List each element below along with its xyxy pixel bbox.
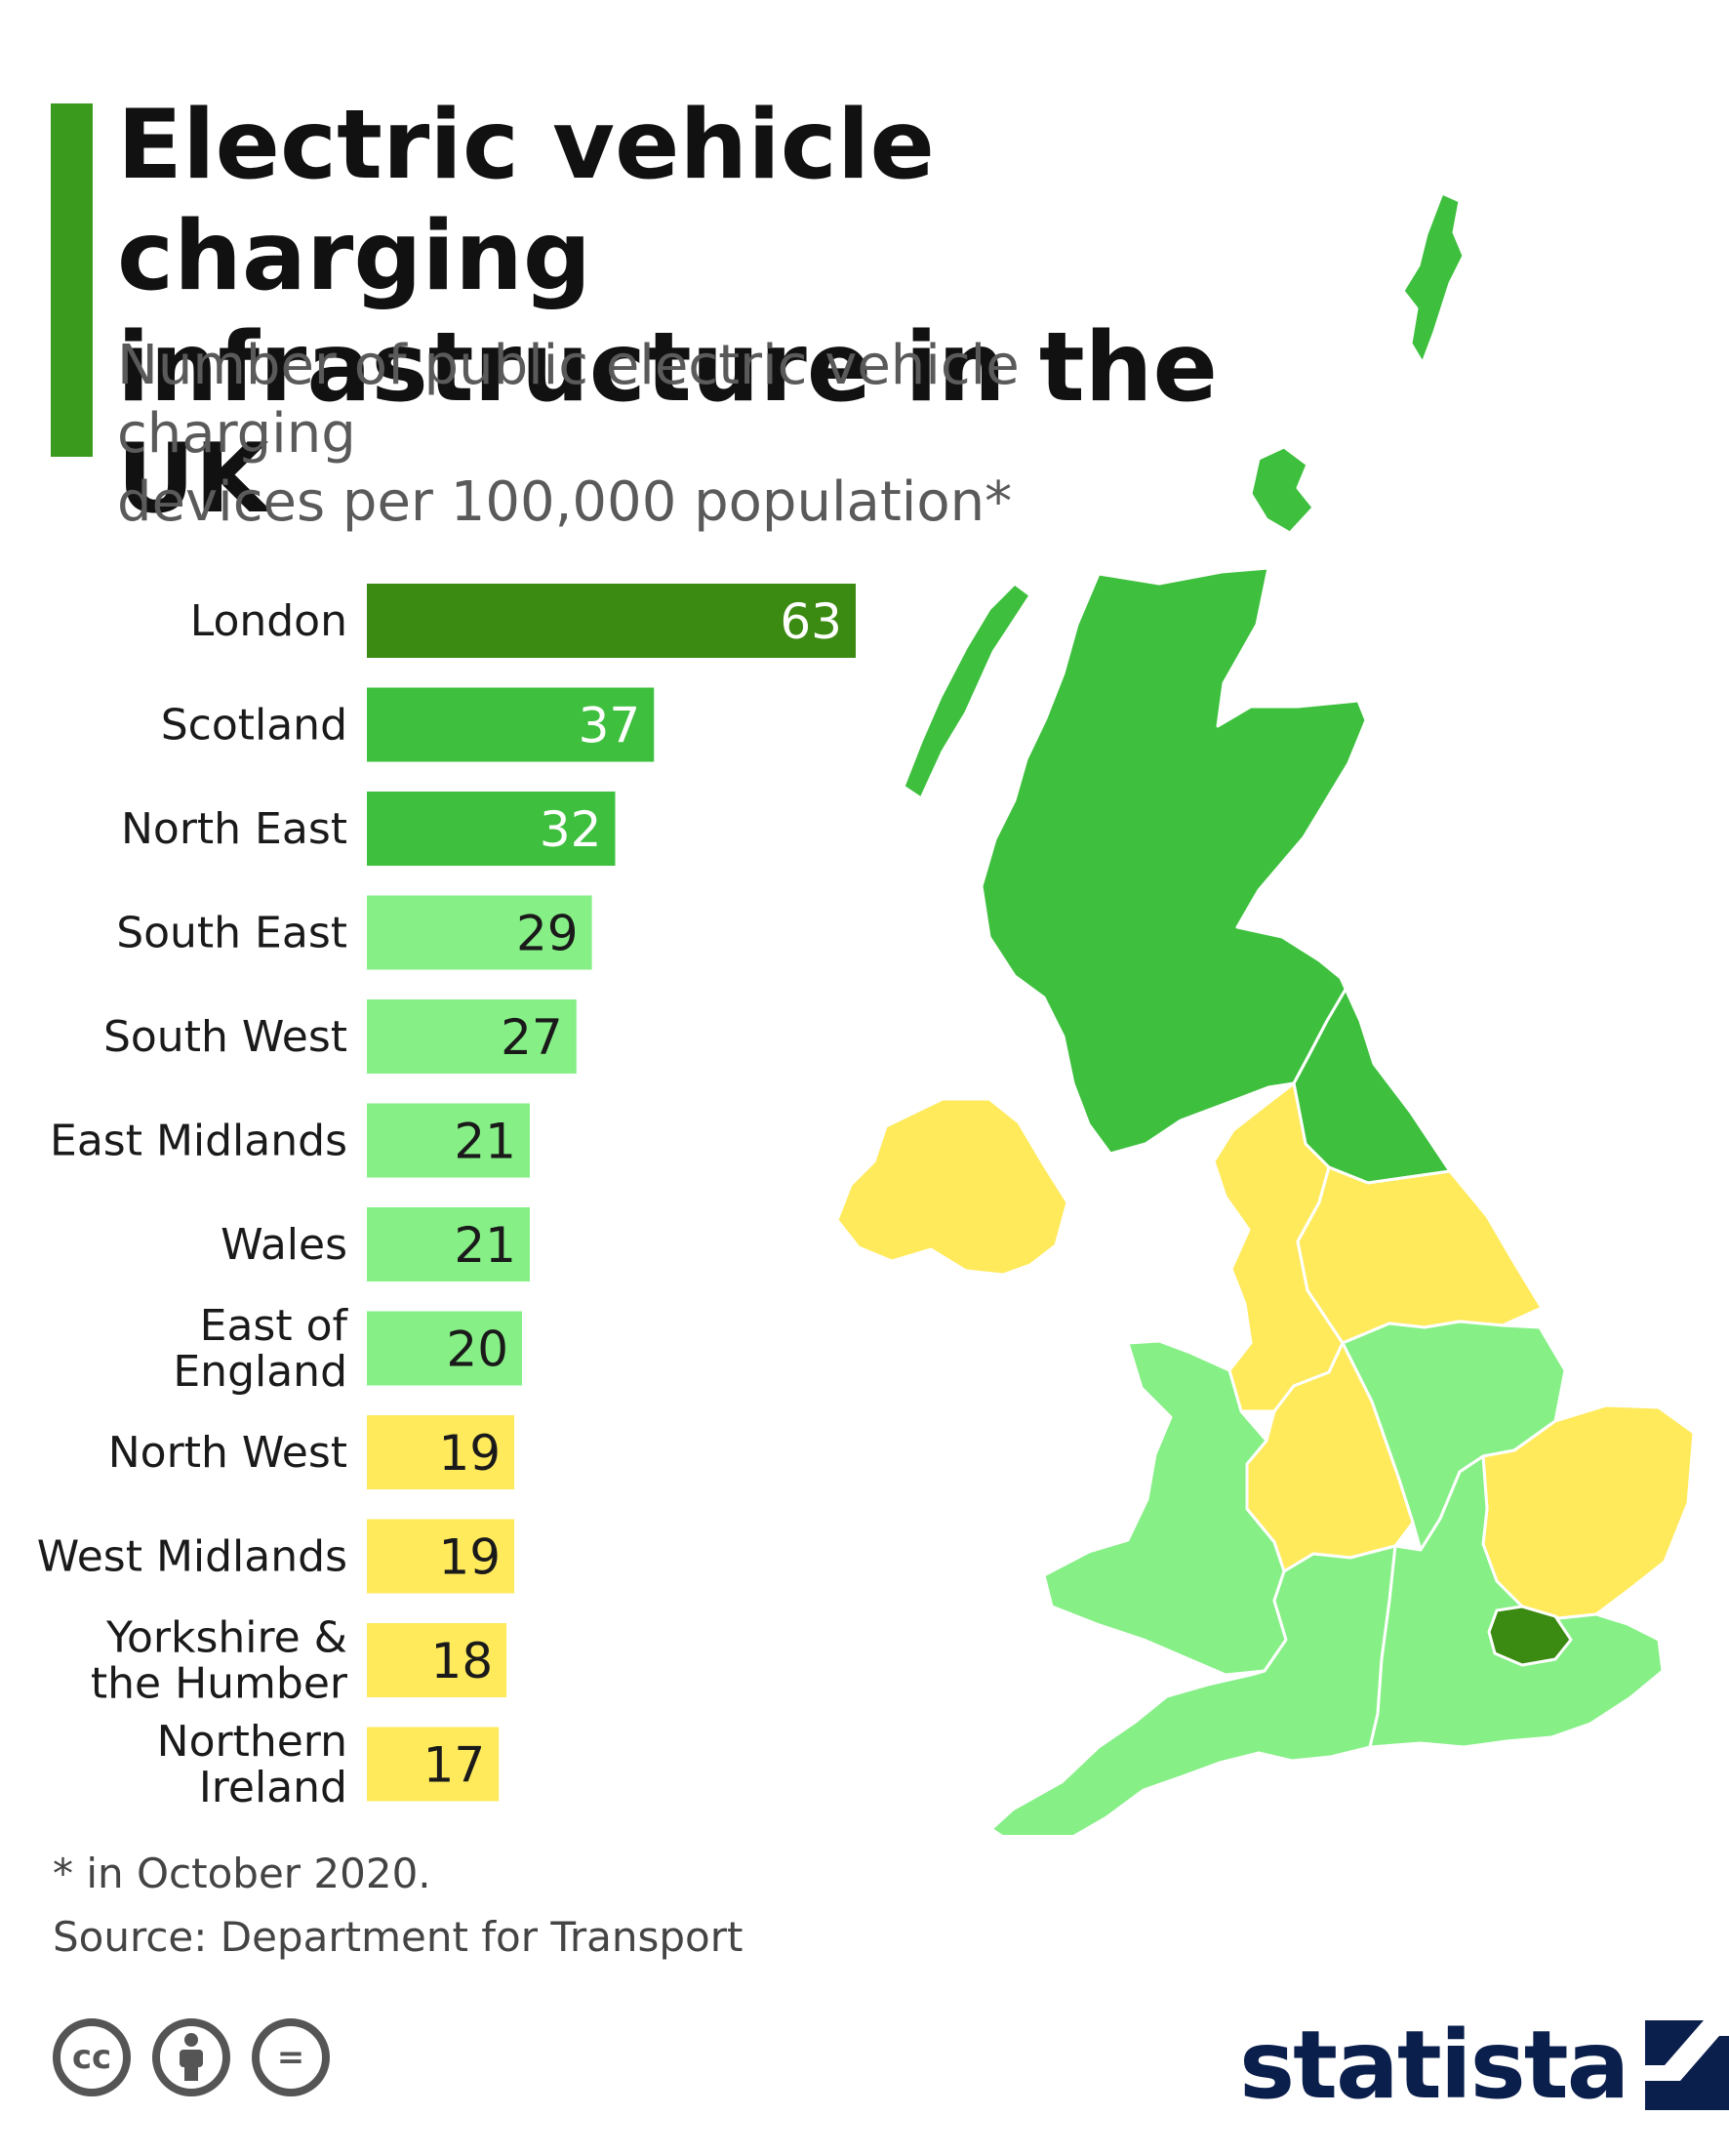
chart-subtitle-line-1: Number of public electric vehicle chargi…: [117, 334, 1020, 466]
value-label-east-midlands: 21: [454, 1114, 516, 1170]
category-label-south-west: South West: [103, 1012, 347, 1062]
cc-icon-text: cc: [71, 2038, 112, 2077]
map-region-south-east: [1368, 1454, 1665, 1749]
category-label-scotland: Scotland: [161, 701, 347, 751]
title-accent-bar: [51, 103, 93, 457]
map-region-yorkshire-humber: [1296, 1165, 1544, 1345]
bar-north-east: [367, 792, 616, 866]
category-label-line: Yorkshire &: [105, 1613, 347, 1663]
bar-south-east: [367, 895, 592, 970]
category-label-south-east: South East: [116, 909, 347, 958]
attribution-icon[interactable]: [152, 2018, 230, 2096]
category-label-line: North East: [121, 804, 347, 854]
chart-subtitle: Number of public electric vehicle chargi…: [117, 332, 1239, 537]
value-label-yorkshire-the-humber: 18: [431, 1633, 494, 1689]
statista-logo-icon: [1645, 2020, 1729, 2110]
category-label-line: East Midlands: [50, 1117, 347, 1166]
value-label-south-east: 29: [516, 906, 579, 962]
bar-london: [367, 584, 856, 658]
bar-scotland: [367, 687, 655, 762]
value-label-west-midlands: 19: [438, 1529, 501, 1586]
category-label-east-of-england: East of England: [173, 1301, 348, 1397]
category-label-line: England: [173, 1347, 347, 1397]
bar-chart: 63 London 37 Scotland 32 North East 29 South Ea…: [37, 584, 856, 1812]
map-region-northern-ireland: [835, 1097, 1069, 1277]
map-region-london: [1487, 1605, 1573, 1667]
value-label-wales: 21: [454, 1217, 516, 1274]
map-region-scotland-western-isles: [902, 582, 1032, 800]
category-label-line: South East: [116, 909, 347, 958]
bar-north-west: [367, 1415, 515, 1489]
value-label-scotland: 37: [579, 698, 641, 754]
bar-northern-ireland: [367, 1727, 500, 1802]
bar-wales: [367, 1207, 530, 1281]
map-region-scotland-shetland: [1401, 191, 1466, 365]
value-label-south-west: 27: [501, 1009, 563, 1066]
cc-icon[interactable]: cc: [53, 2018, 131, 2096]
map-region-wales: [1042, 1339, 1288, 1677]
value-label-north-west: 19: [438, 1425, 501, 1482]
value-label-north-east: 32: [540, 801, 602, 858]
category-label-north-west: North West: [108, 1428, 347, 1478]
category-label-line: North West: [108, 1428, 347, 1478]
bar-south-west: [367, 999, 577, 1074]
category-label-yorkshire-the-humber: Yorkshire & the Humber: [91, 1613, 348, 1709]
chart-subtitle-line-2: devices per 100,000 population*: [117, 470, 1013, 534]
category-label-line: London: [190, 596, 347, 646]
value-label-london: 63: [780, 593, 842, 650]
category-label-northern-ireland: Northern Ireland: [157, 1717, 347, 1812]
category-label-line: the Humber: [91, 1659, 348, 1709]
chart-title: Electric vehicle charging infrastructure…: [117, 90, 1386, 535]
category-label-wales: Wales: [221, 1220, 347, 1270]
category-label-line: West Midlands: [37, 1532, 347, 1582]
bar-east-of-england: [367, 1311, 523, 1386]
footnote: * in October 2020.: [53, 1850, 431, 1897]
bar-yorkshire-the-humber: [367, 1623, 507, 1697]
category-label-line: Wales: [221, 1220, 347, 1270]
brand-name: statista: [1239, 2011, 1629, 2120]
value-label-northern-ireland: 17: [423, 1737, 486, 1794]
map-region-scotland-orkney: [1249, 445, 1315, 535]
category-label-north-east: North East: [121, 804, 347, 854]
uk-choropleth-map: [835, 191, 1696, 1835]
no-derivatives-icon[interactable]: =: [252, 2018, 330, 2096]
value-label-east-of-england: 20: [446, 1322, 508, 1378]
category-label-east-midlands: East Midlands: [50, 1117, 347, 1166]
category-label-west-midlands: West Midlands: [37, 1532, 347, 1582]
category-label-line: South West: [103, 1012, 347, 1062]
chart-title-line-2: infrastructure in the UK: [117, 312, 1218, 535]
statista-brand[interactable]: statista: [1239, 2011, 1729, 2120]
no-derivatives-icon-text: =: [276, 2038, 305, 2077]
category-label-line: Ireland: [199, 1763, 347, 1812]
bar-east-midlands: [367, 1103, 530, 1178]
chart-and-map: 63 London 37 Scotland 32 North East 29 South Ea…: [37, 191, 1696, 1835]
category-label-london: London: [190, 596, 347, 646]
source-note: Source: Department for Transport: [53, 1913, 744, 1961]
category-label-line: Northern: [157, 1717, 347, 1767]
license-icons: cc =: [53, 2018, 330, 2096]
attribution-person-glyph: [180, 2033, 203, 2081]
category-label-line: East of: [200, 1301, 349, 1351]
category-label-line: Scotland: [161, 701, 347, 751]
bar-west-midlands: [367, 1519, 515, 1594]
chart-title-line-1: Electric vehicle charging: [117, 90, 935, 312]
